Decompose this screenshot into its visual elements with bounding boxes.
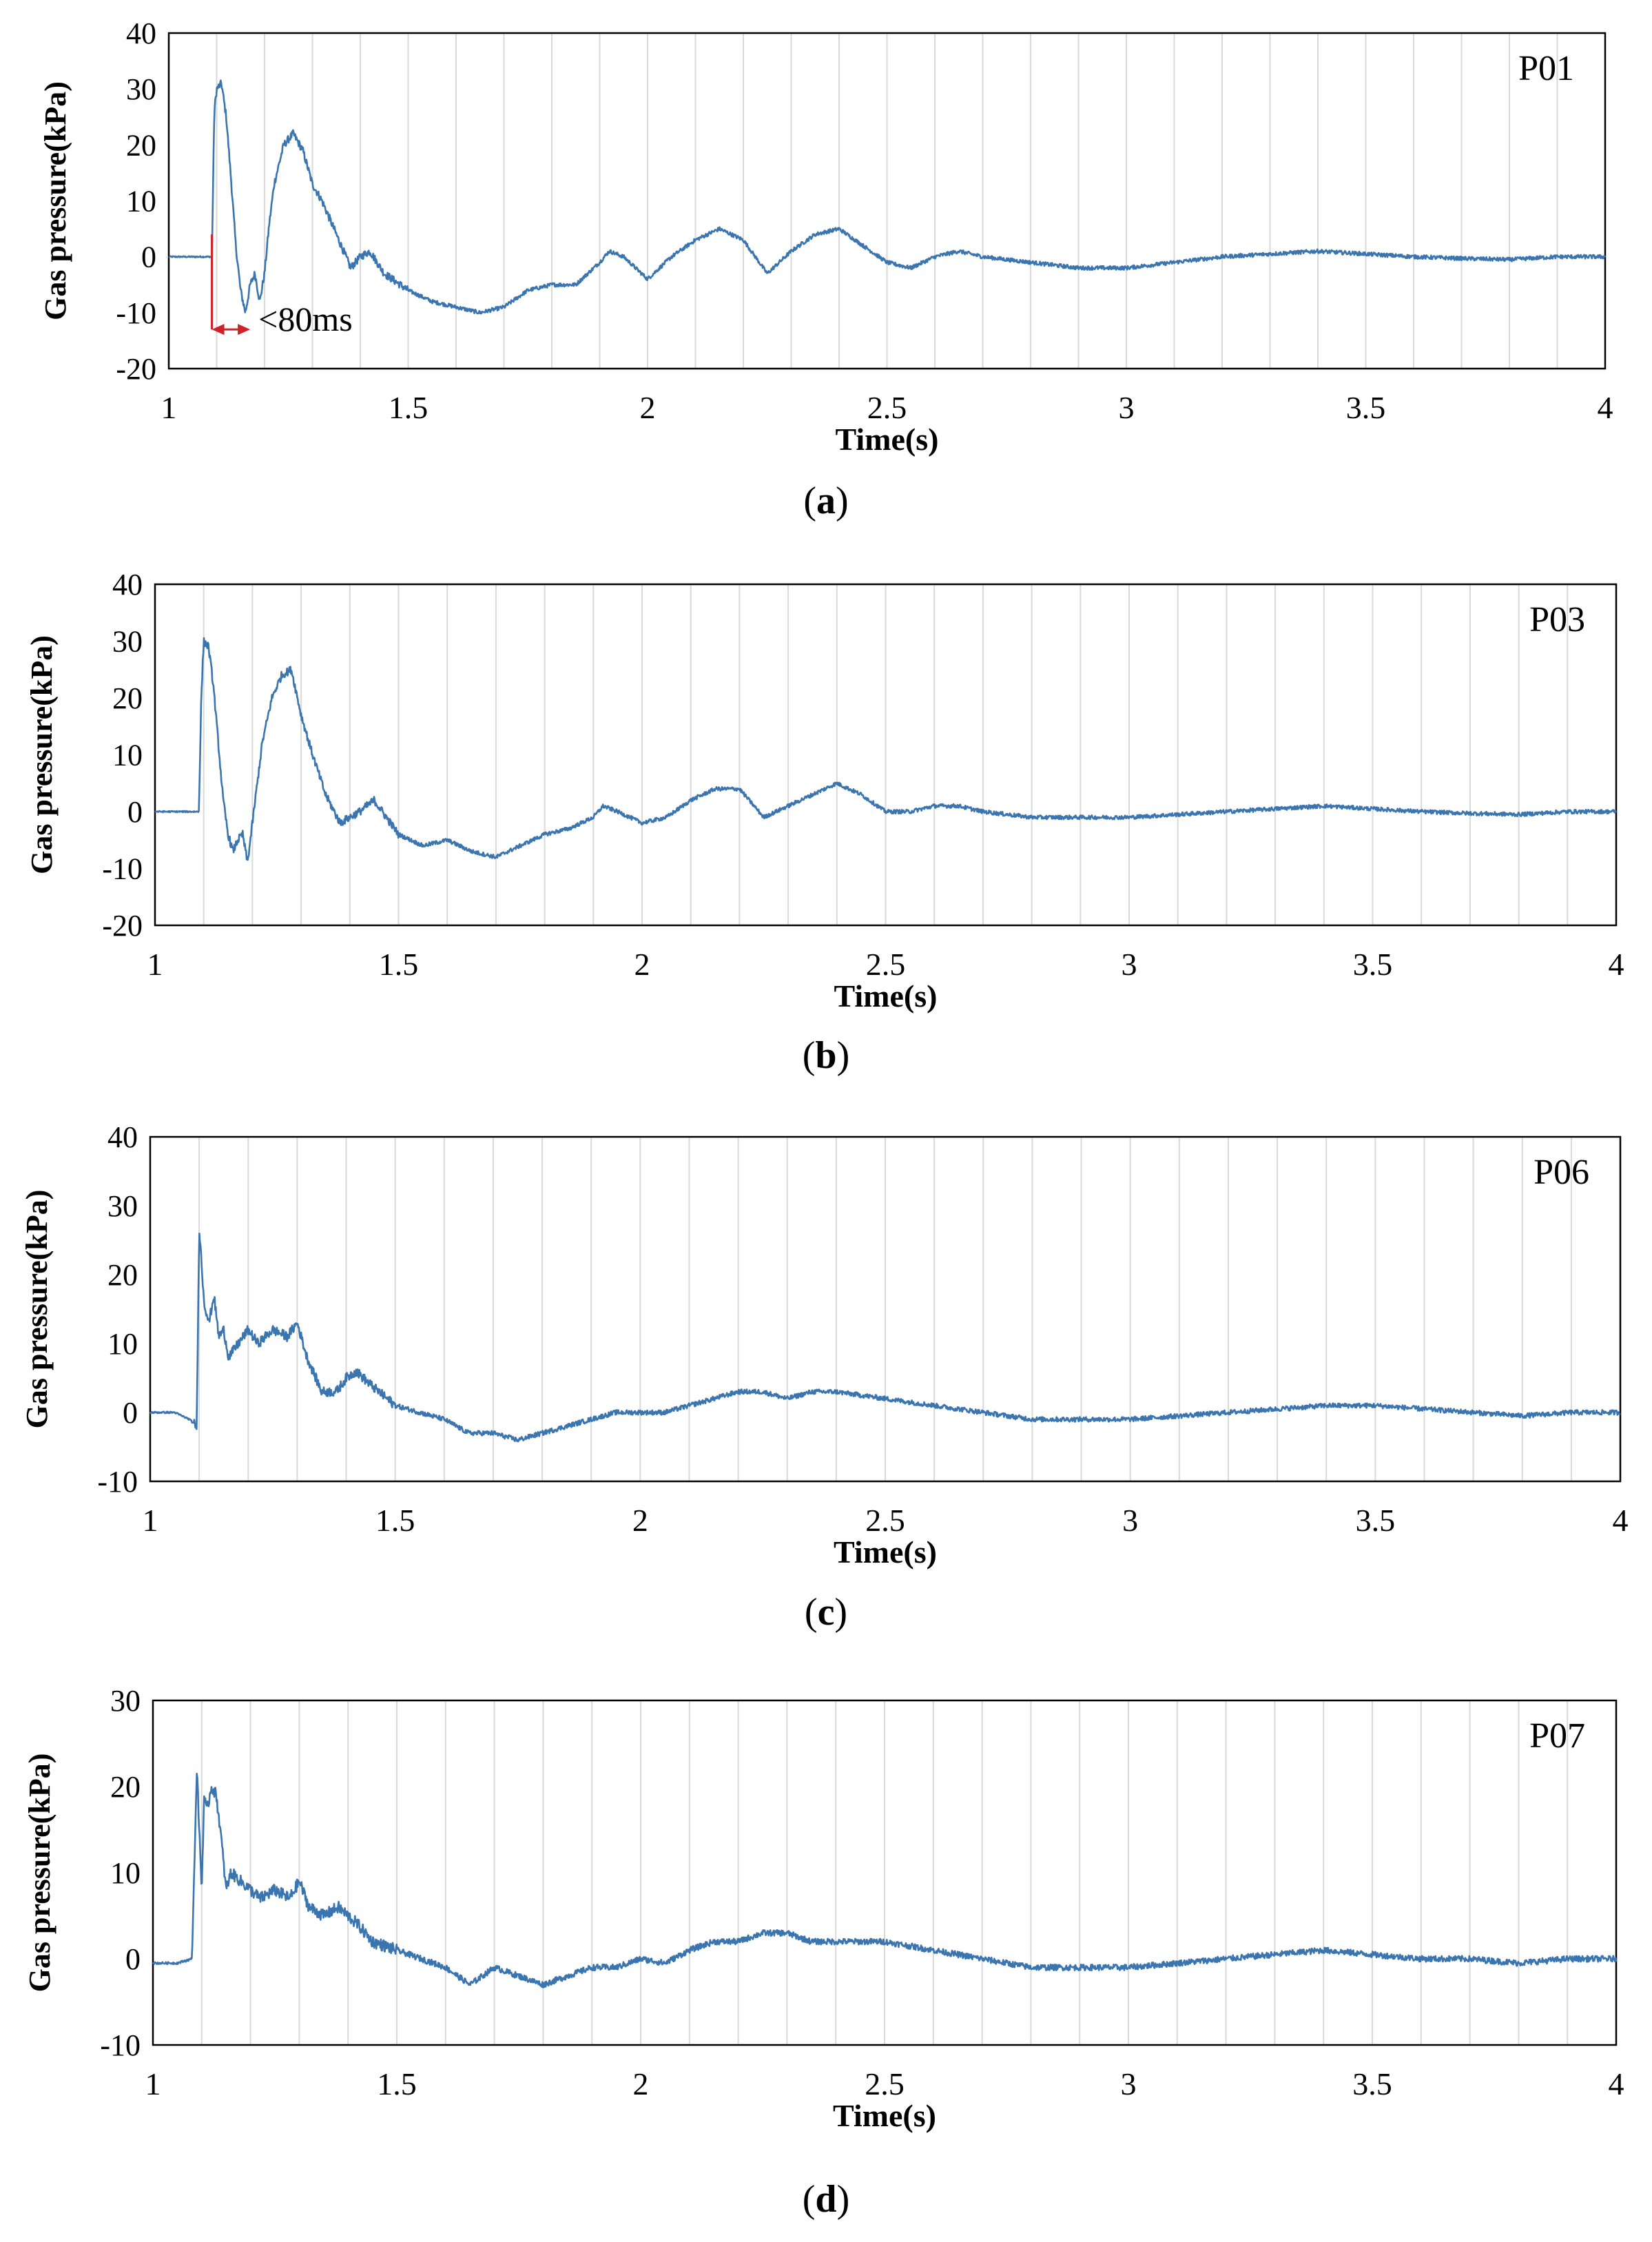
x-tick-label: 1 (145, 2066, 161, 2101)
x-tick-label: 2 (633, 2066, 649, 2101)
y-tick-label: 20 (126, 128, 156, 162)
y-tick-label: 0 (141, 240, 156, 274)
y-tick-label: 0 (127, 795, 143, 829)
arrow-right-icon (238, 324, 251, 336)
caption-paren: ) (836, 480, 849, 522)
x-axis-label: Time(s) (834, 1534, 937, 1570)
panel-caption: (d) (803, 2178, 849, 2221)
y-tick-label: 10 (112, 739, 143, 772)
caption-letter: d (815, 2178, 836, 2221)
y-tick-label: 10 (126, 185, 156, 218)
data-line-P03 (154, 637, 1617, 861)
y-tick-label: 30 (110, 1684, 141, 1718)
y-tick-label: 20 (112, 681, 143, 715)
x-tick-label: 3 (1122, 947, 1137, 982)
y-tick-label: 0 (123, 1396, 138, 1430)
plot-frame (149, 1135, 1622, 1483)
x-tick-label: 3.5 (1352, 2066, 1392, 2101)
y-tick-label: 30 (126, 72, 156, 106)
annotation-text: <80ms (258, 300, 353, 338)
y-tick-label: -10 (97, 1465, 138, 1499)
x-tick-label: 1 (147, 947, 163, 982)
x-tick-label: 4 (1613, 1503, 1629, 1538)
y-tick-label: 40 (126, 17, 156, 50)
y-tick-label: 30 (107, 1189, 138, 1223)
chart-panel-b: -20 -10 0 10 20 30 40 1 1.5 2 2.5 3 3.5 4 Gas pressure… (25, 568, 1624, 1077)
caption-paren: ) (834, 1591, 847, 1634)
x-tick-label: 2.5 (865, 2066, 905, 2101)
series-title: P03 (1529, 600, 1585, 639)
series-title: P06 (1534, 1153, 1589, 1192)
x-tick-label: 1.5 (377, 2066, 417, 2101)
x-tick-label: 1.5 (375, 1503, 415, 1538)
caption-paren: ( (803, 2178, 816, 2221)
x-tick-label: 1.5 (389, 390, 429, 425)
y-tick-label: 10 (110, 1856, 141, 1890)
y-axis-label: Gas pressure(kPa) (39, 81, 72, 320)
panel-caption: (c) (805, 1591, 847, 1634)
x-tick-label: 4 (1609, 2066, 1624, 2101)
caption-letter: a (816, 480, 836, 522)
y-tick-label: 40 (107, 1120, 138, 1154)
caption-letter: c (818, 1591, 835, 1634)
caption-paren: ( (803, 480, 816, 522)
x-tick-label: 3.5 (1356, 1503, 1396, 1538)
y-tick-label: 40 (112, 568, 143, 601)
y-tick-label: 20 (107, 1258, 138, 1292)
x-tick-label: 3.5 (1353, 947, 1393, 982)
y-tick-label: 10 (107, 1327, 138, 1361)
plot-frame (167, 32, 1607, 370)
x-axis-label: Time(s) (836, 422, 939, 457)
series-title: P07 (1529, 1716, 1585, 1756)
arrow-left-icon (211, 324, 225, 336)
x-tick-label: 2.5 (867, 390, 907, 425)
y-axis-label: Gas pressure(kPa) (20, 1190, 54, 1429)
x-tick-label: 3 (1122, 1503, 1138, 1538)
x-tick-label: 4 (1609, 947, 1624, 982)
y-tick-label: -20 (116, 352, 156, 386)
chart-panel-d: -10 0 10 20 30 1 1.5 2 2.5 3 3.5 4 Gas pressure(kPa)… (23, 1684, 1624, 2221)
y-tick-label: 30 (112, 625, 143, 659)
x-tick-label: 4 (1598, 390, 1613, 425)
y-tick-label: -10 (102, 852, 143, 886)
x-tick-label: 2.5 (865, 1503, 905, 1538)
y-axis-label: Gas pressure(kPa) (25, 635, 59, 874)
caption-paren: ( (803, 1034, 816, 1077)
series-title: P01 (1518, 49, 1574, 88)
data-line-P01 (168, 79, 1607, 315)
y-tick-label: -20 (102, 909, 143, 943)
y-axis-label: Gas pressure(kPa) (23, 1754, 56, 1993)
caption-paren: ( (805, 1591, 818, 1634)
x-tick-label: 1.5 (379, 947, 419, 982)
y-tick-label: -10 (100, 2028, 141, 2062)
y-tick-label: 0 (125, 1942, 141, 1976)
plot-frame (152, 1699, 1618, 2046)
caption-paren: ) (837, 1034, 850, 1077)
x-tick-label: 3.5 (1346, 390, 1386, 425)
x-tick-label: 2 (640, 390, 656, 425)
panel-caption: (b) (803, 1034, 849, 1077)
panel-caption: (a) (803, 480, 848, 522)
x-tick-label: 3 (1121, 2066, 1137, 2101)
chart-panel-a: -20 -10 0 10 20 30 40 1 1.5 2 2.5 3 3.5 4 Gas pressure… (39, 17, 1613, 522)
chart-panel-c: -10 0 10 20 30 40 1 1.5 2 2.5 3 3.5 4 Gas pressure(kP… (20, 1120, 1629, 1634)
data-line-P07 (152, 1772, 1618, 1988)
y-tick-label: -10 (116, 296, 156, 330)
x-tick-label: 3 (1119, 390, 1135, 425)
y-tick-label: 20 (110, 1770, 141, 1804)
x-axis-label: Time(s) (833, 2098, 936, 2133)
data-line-P06 (149, 1232, 1621, 1443)
x-tick-label: 1 (161, 390, 177, 425)
x-tick-label: 2.5 (866, 947, 906, 982)
plot-frame (154, 583, 1618, 927)
caption-paren: ) (837, 2178, 850, 2221)
x-tick-label: 2 (632, 1503, 648, 1538)
x-tick-label: 2 (634, 947, 650, 982)
caption-letter: b (815, 1034, 836, 1077)
x-axis-label: Time(s) (834, 978, 938, 1014)
x-tick-label: 1 (143, 1503, 158, 1538)
